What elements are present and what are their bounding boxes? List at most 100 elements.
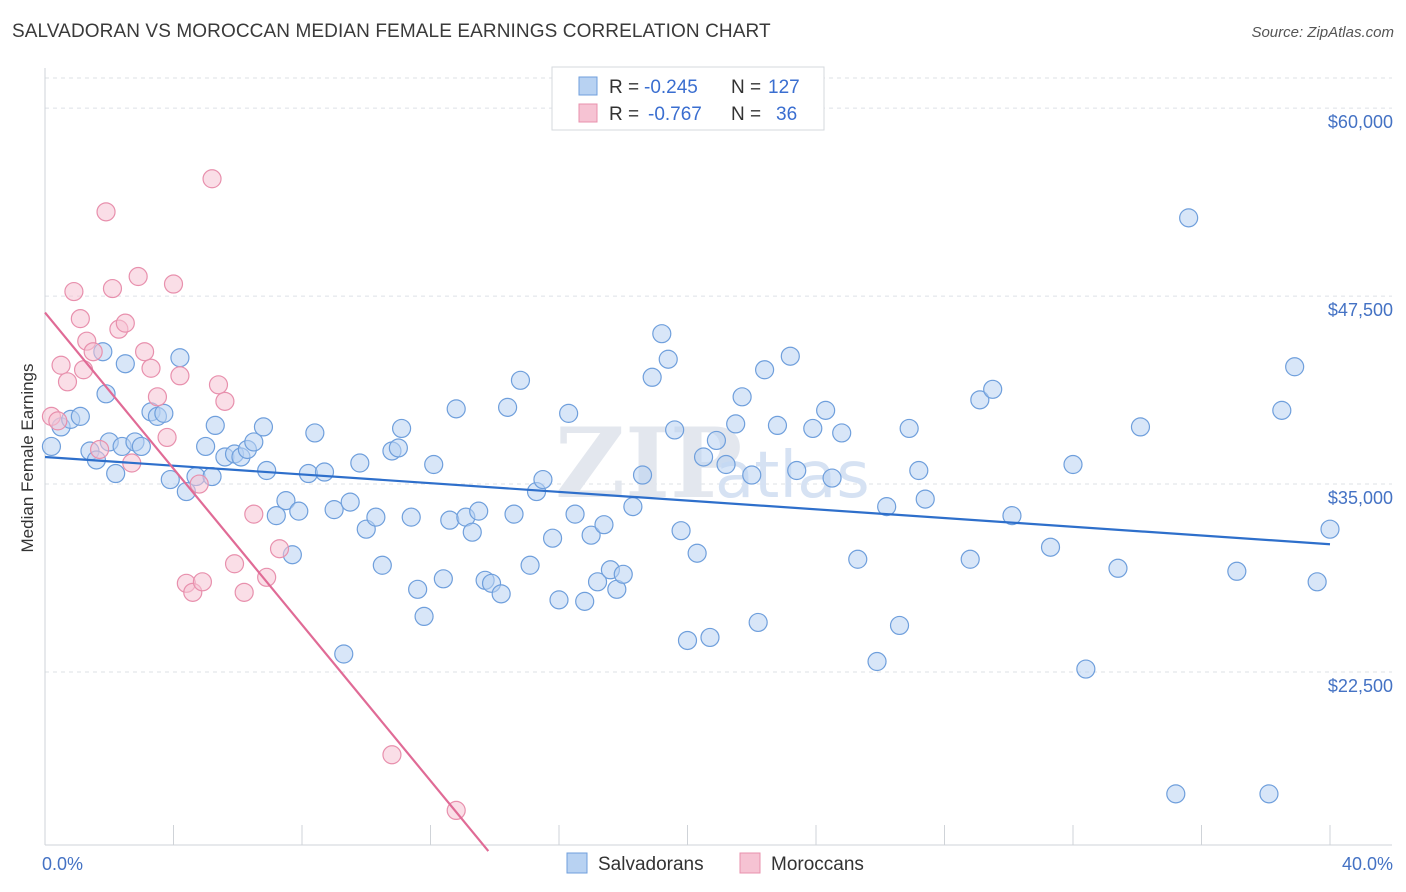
salvadoran-point-103: [848, 549, 868, 569]
moroccan-point-19: [170, 366, 190, 386]
salvadoran-point-64: [520, 555, 540, 575]
legend-box: R = -0.245 N = 127 R = -0.767 N = 36: [551, 66, 825, 131]
salvadoran-point-36: [305, 423, 325, 443]
moroccan-point-6: [83, 342, 103, 362]
salvadoran-point-0: [41, 436, 62, 457]
legend-r-value-1: -0.245: [644, 77, 698, 98]
moroccan-point-16: [147, 387, 168, 407]
x-tick-labels: 0.0% 40.0%: [42, 854, 1393, 874]
salvadoran-point-110: [960, 549, 980, 569]
salvadoran-point-116: [1076, 659, 1096, 679]
salvadoran-point-28: [244, 432, 264, 452]
salvadoran-point-98: [787, 460, 807, 481]
y-tick-label-1: $35,000: [1328, 488, 1393, 508]
salvadoran-point-94: [748, 612, 768, 633]
salvadoran-point-34: [289, 501, 309, 521]
salvadoran-point-46: [388, 438, 408, 458]
legend-n-label-2: N =: [731, 104, 761, 125]
moroccan-point-34: [48, 411, 68, 431]
salvadoran-point-117: [1108, 558, 1128, 578]
salvadoran-point-78: [623, 497, 643, 517]
moroccan-point-15: [141, 358, 161, 378]
data-points: [41, 169, 1340, 821]
moroccan-point-4: [70, 309, 90, 329]
salvadoran-point-95: [754, 360, 775, 380]
moroccan-point-1: [51, 355, 71, 375]
salvadoran-point-70: [565, 504, 585, 524]
salvadoran-point-119: [1166, 784, 1186, 804]
moroccan-point-3: [64, 281, 84, 302]
salvadoran-point-101: [822, 468, 842, 488]
bottom-legend-label-moroccans: Moroccans: [771, 854, 864, 875]
salvadoran-point-29: [253, 417, 274, 437]
salvadoran-point-79: [632, 465, 653, 485]
moroccan-point-30: [257, 567, 277, 587]
salvadoran-point-91: [726, 414, 746, 434]
salvadoran-point-63: [510, 370, 531, 390]
salvadoran-point-126: [1320, 519, 1340, 539]
bottom-legend: Salvadorans Moroccans: [566, 852, 864, 875]
legend-r-label-2: R =: [609, 104, 639, 125]
salvadoran-point-9: [106, 463, 126, 484]
salvadoran-point-44: [372, 555, 392, 575]
salvadoran-point-109: [915, 489, 935, 509]
salvadoran-point-107: [899, 418, 919, 439]
moroccan-point-28: [234, 582, 254, 602]
salvadoran-point-16: [154, 403, 174, 423]
salvadoran-point-80: [642, 367, 662, 387]
salvadoran-point-93: [742, 465, 762, 485]
moroccan-point-13: [128, 266, 148, 287]
salvadoran-point-71: [575, 591, 595, 611]
x-tick-label-0: 0.0%: [42, 854, 83, 874]
salvadoran-point-53: [440, 510, 460, 530]
gridlines: [45, 77, 1392, 673]
salvadoran-point-7: [96, 384, 116, 404]
salvadoran-point-50: [414, 606, 434, 627]
salvadoran-point-83: [665, 420, 685, 440]
bottom-legend-swatch-moroccans: [739, 852, 761, 874]
bottom-legend-label-salvadorans: Salvadorans: [598, 854, 704, 875]
salvadoran-point-124: [1285, 357, 1305, 377]
salvadoran-point-85: [677, 630, 698, 651]
y-tick-label-2: $47,500: [1328, 300, 1393, 320]
moroccan-point-25: [208, 375, 229, 395]
salvadoran-point-100: [816, 400, 836, 420]
salvadoran-point-17: [160, 469, 180, 490]
salvadoran-point-74: [594, 515, 614, 535]
chart-title: SALVADORAN VS MOROCCAN MEDIAN FEMALE EAR…: [12, 21, 771, 42]
salvadoran-point-122: [1259, 784, 1279, 804]
salvadoran-point-56: [462, 522, 482, 542]
salvadoran-point-120: [1179, 208, 1199, 228]
salvadoran-point-47: [391, 418, 412, 439]
legend-r-value-2: -0.767: [648, 104, 702, 125]
moroccan-point-2: [57, 372, 78, 392]
trend-lines: [44, 311, 1331, 852]
moroccan-point-7: [90, 439, 110, 460]
salvadoran-point-41: [350, 453, 370, 473]
salvadoran-point-90: [716, 454, 736, 475]
salvadoran-point-48: [401, 507, 421, 527]
salvadoran-point-40: [340, 492, 360, 512]
salvadoran-point-32: [276, 491, 296, 511]
salvadoran-point-121: [1227, 561, 1247, 581]
source-label: Source: ZipAtlas.com: [1251, 24, 1394, 41]
salvadoran-point-67: [542, 528, 563, 548]
salvadoran-point-118: [1130, 417, 1151, 437]
legend-swatch-salvadoran: [578, 76, 598, 96]
salvadoran-point-68: [549, 590, 569, 610]
moroccan-point-27: [224, 554, 245, 574]
moroccan-point-24: [202, 169, 222, 189]
salvadoran-point-97: [780, 346, 800, 366]
salvadoran-point-108: [909, 460, 929, 481]
salvadoran-point-106: [889, 615, 910, 636]
salvadoran-trend-line: [44, 455, 1331, 546]
salvadoran-point-38: [324, 500, 344, 520]
salvadoran-point-51: [424, 454, 444, 475]
salvadoran-point-123: [1272, 400, 1292, 420]
moroccan-point-17: [157, 427, 177, 448]
moroccan-point-18: [163, 274, 184, 294]
salvadoran-point-21: [196, 436, 216, 457]
moroccan-point-22: [189, 474, 209, 494]
salvadoran-point-112: [983, 379, 1003, 399]
salvadoran-point-57: [469, 501, 489, 521]
